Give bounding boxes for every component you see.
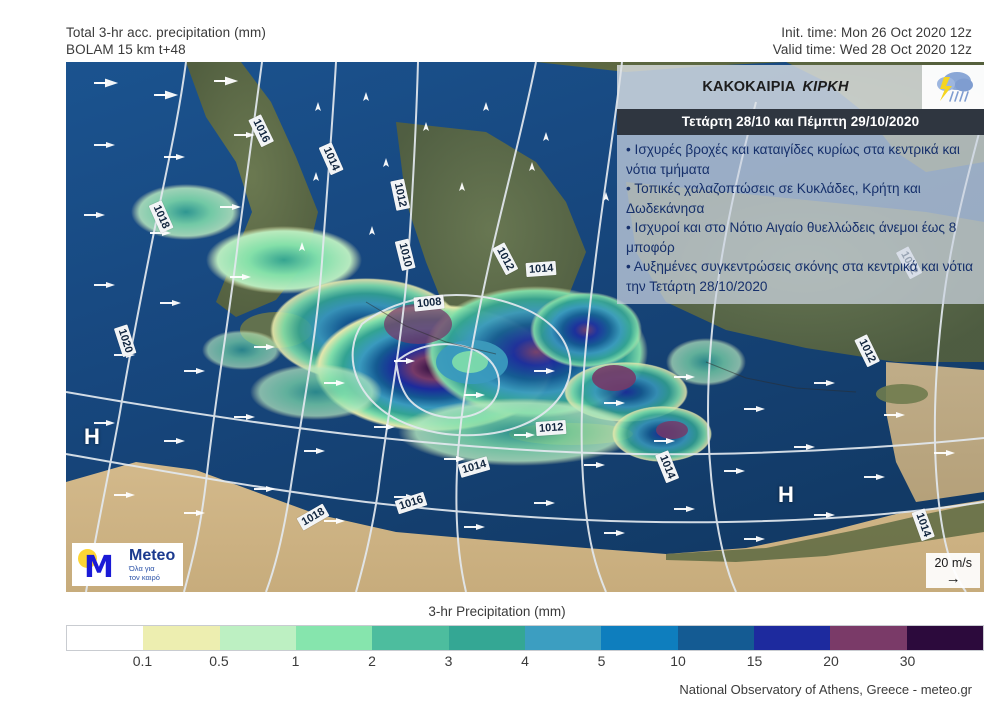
chart-subtitle: BOLAM 15 km t+48: [66, 42, 186, 57]
colorbar-segment-7: [601, 626, 678, 650]
run-time-block: Init. time: Mon 26 Oct 2020 12z Valid ti…: [773, 24, 972, 58]
thunderstorm-icon: [922, 65, 984, 109]
colorbar-segment-5: [448, 626, 525, 650]
colorbar-tick-30: 30: [899, 653, 916, 669]
colorbar-tick-4: 4: [521, 653, 529, 669]
precipitation-colorbar[interactable]: [66, 625, 984, 651]
attribution-text: National Observatory of Athens, Greece -…: [679, 682, 972, 697]
colorbar-segment-3: [295, 626, 373, 650]
colorbar-segment-1: [143, 626, 220, 650]
meteo-logo-name: Meteo: [129, 547, 176, 564]
warning-title: ΚΑΚΟΚΑΙΡΙΑ: [702, 79, 796, 95]
isobar-label-1014b: 1014: [525, 260, 557, 278]
warning-bullet-4: • Αυξημένες συγκεντρώσεις σκόνης στα κεν…: [626, 259, 974, 294]
meteo-logo-mark: M: [78, 548, 124, 585]
wind-scale-arrow-icon: →: [945, 570, 961, 587]
warning-bullet-1: • Ισχυρές βροχές και καταιγίδες κυρίως σ…: [626, 142, 960, 177]
wind-vectors: [96, 76, 955, 542]
colorbar-tick-labels: 0.1 0.5 1 2 3 4 5 10 15 20 30: [66, 653, 984, 673]
colorbar-tick-5: 5: [597, 653, 606, 669]
warning-panel-header: ΚΑΚΟΚΑΙΡΙΑ ΚΙΡΚΗ: [617, 65, 984, 109]
colorbar-tick-0.5: 0.5: [209, 653, 229, 669]
warning-title-row: ΚΑΚΟΚΑΙΡΙΑ ΚΙΡΚΗ: [617, 65, 922, 109]
warning-date-range: Τετάρτη 28/10 και Πέμπτη 29/10/2020: [617, 109, 984, 135]
chart-title-block: Total 3-hr acc. precipitation (mm) BOLAM…: [66, 24, 266, 58]
wind-scale-label: 20 m/s: [934, 556, 972, 570]
colorbar-tick-20: 20: [823, 653, 839, 669]
colorbar-segment-0: [67, 626, 144, 650]
storm-name: ΚΙΡΚΗ: [802, 79, 849, 95]
wind-scale-key: 20 m/s →: [926, 553, 980, 588]
meteo-logo[interactable]: M Meteo Όλα για τον καιρό: [72, 543, 184, 586]
colorbar-tick-3: 3: [444, 653, 453, 669]
warning-bullet-list: • Ισχυρές βροχές και καταιγίδες κυρίως σ…: [617, 135, 984, 304]
colorbar-segment-8: [677, 626, 754, 650]
colorbar-segment-11: [906, 626, 983, 650]
colorbar-tick-2: 2: [368, 653, 376, 669]
meteo-logo-text: Meteo Όλα για τον καιρό: [129, 547, 175, 582]
colorbar-tick-15: 15: [746, 653, 763, 669]
init-time-label: Init. time: Mon 26 Oct 2020 12z: [781, 25, 972, 40]
weather-map[interactable]: H H 1016 1014 1012 1010 1008 1020 1018 1…: [66, 62, 984, 592]
chart-title: Total 3-hr acc. precipitation (mm): [66, 25, 266, 40]
meteo-tagline-line1: Όλα για: [129, 564, 155, 573]
isobar-label-1012c: 1012: [535, 419, 567, 437]
valid-time-label: Valid time: Wed 28 Oct 2020 12z: [772, 42, 972, 57]
colorbar-segment-4: [372, 626, 449, 650]
colorbar-segment-2: [219, 626, 296, 650]
meteo-logo-letter: M: [84, 549, 114, 585]
colorbar-segment-6: [524, 626, 602, 650]
colorbar-tick-10: 10: [670, 653, 686, 669]
colorbar-segment-10: [830, 626, 907, 650]
high-pressure-mark-east: H: [778, 482, 794, 507]
sun-icon: [78, 548, 97, 568]
colorbar-segment-9: [753, 626, 831, 650]
colorbar-tick-1: 1: [291, 653, 300, 669]
warning-bullet-2: • Τοπικές χαλαζοπτώσεις σε Κυκλάδες, Κρή…: [626, 181, 921, 216]
high-pressure-mark-west: H: [84, 424, 100, 449]
meteo-tagline-line2: τον καιρό: [129, 573, 160, 582]
colorbar-title: 3-hr Precipitation (mm): [428, 604, 566, 619]
warning-bullet-3: • Ισχυροί και στο Νότιο Αιγαίο θυελλώδει…: [626, 220, 957, 255]
colorbar-tick-0.1: 0.1: [132, 653, 153, 669]
weather-warning-panel: ΚΑΚΟΚΑΙΡΙΑ ΚΙΡΚΗ Τετ: [617, 65, 984, 304]
